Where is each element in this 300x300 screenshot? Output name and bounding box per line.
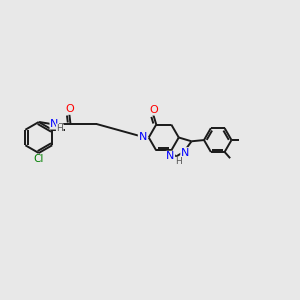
Text: Cl: Cl xyxy=(34,154,44,164)
Text: O: O xyxy=(65,104,74,114)
Text: N: N xyxy=(166,151,175,161)
Text: N: N xyxy=(181,148,189,158)
Text: O: O xyxy=(149,105,158,115)
Text: H: H xyxy=(56,124,63,133)
Text: N: N xyxy=(138,133,147,142)
Text: H: H xyxy=(176,157,182,166)
Text: N: N xyxy=(50,119,58,129)
